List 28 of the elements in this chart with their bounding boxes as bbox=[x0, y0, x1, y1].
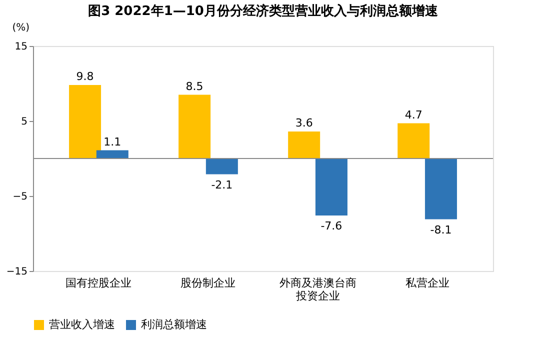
legend-label: 利润总额增速 bbox=[141, 318, 207, 331]
bar bbox=[69, 85, 102, 158]
y-tick-label: 5 bbox=[21, 116, 28, 128]
data-label: 1.1 bbox=[104, 135, 122, 148]
bar bbox=[206, 158, 238, 174]
data-label: 3.6 bbox=[295, 116, 313, 130]
data-label: 8.5 bbox=[186, 80, 204, 93]
bar bbox=[398, 123, 430, 158]
bar bbox=[288, 132, 320, 158]
y-tick-label: −5 bbox=[12, 192, 28, 202]
data-label: -2.1 bbox=[211, 178, 233, 192]
x-tick-label: 私营企业 bbox=[405, 276, 450, 290]
y-axis-title: (%) bbox=[12, 22, 30, 34]
x-tick-label: 外商及港澳台商投资企业 bbox=[279, 276, 356, 302]
legend-label: 营业收入增速 bbox=[49, 318, 115, 331]
chart-title: 图3 2022年1—10月份分经济类型营业收入与利润总额增速 bbox=[88, 3, 439, 19]
bar bbox=[315, 158, 348, 216]
y-tick-label: −15 bbox=[6, 266, 28, 278]
y-tick-label: 15 bbox=[14, 42, 28, 52]
bar bbox=[178, 94, 211, 158]
bar bbox=[424, 158, 457, 220]
x-tick-label: 国有控股企业 bbox=[66, 276, 132, 290]
data-label: 9.8 bbox=[76, 70, 94, 83]
data-label: 4.7 bbox=[404, 108, 422, 122]
data-label: -7.6 bbox=[320, 220, 342, 232]
x-tick-label: 股份制企业 bbox=[180, 276, 236, 290]
bar bbox=[96, 150, 128, 158]
data-label: -8.1 bbox=[430, 223, 452, 236]
